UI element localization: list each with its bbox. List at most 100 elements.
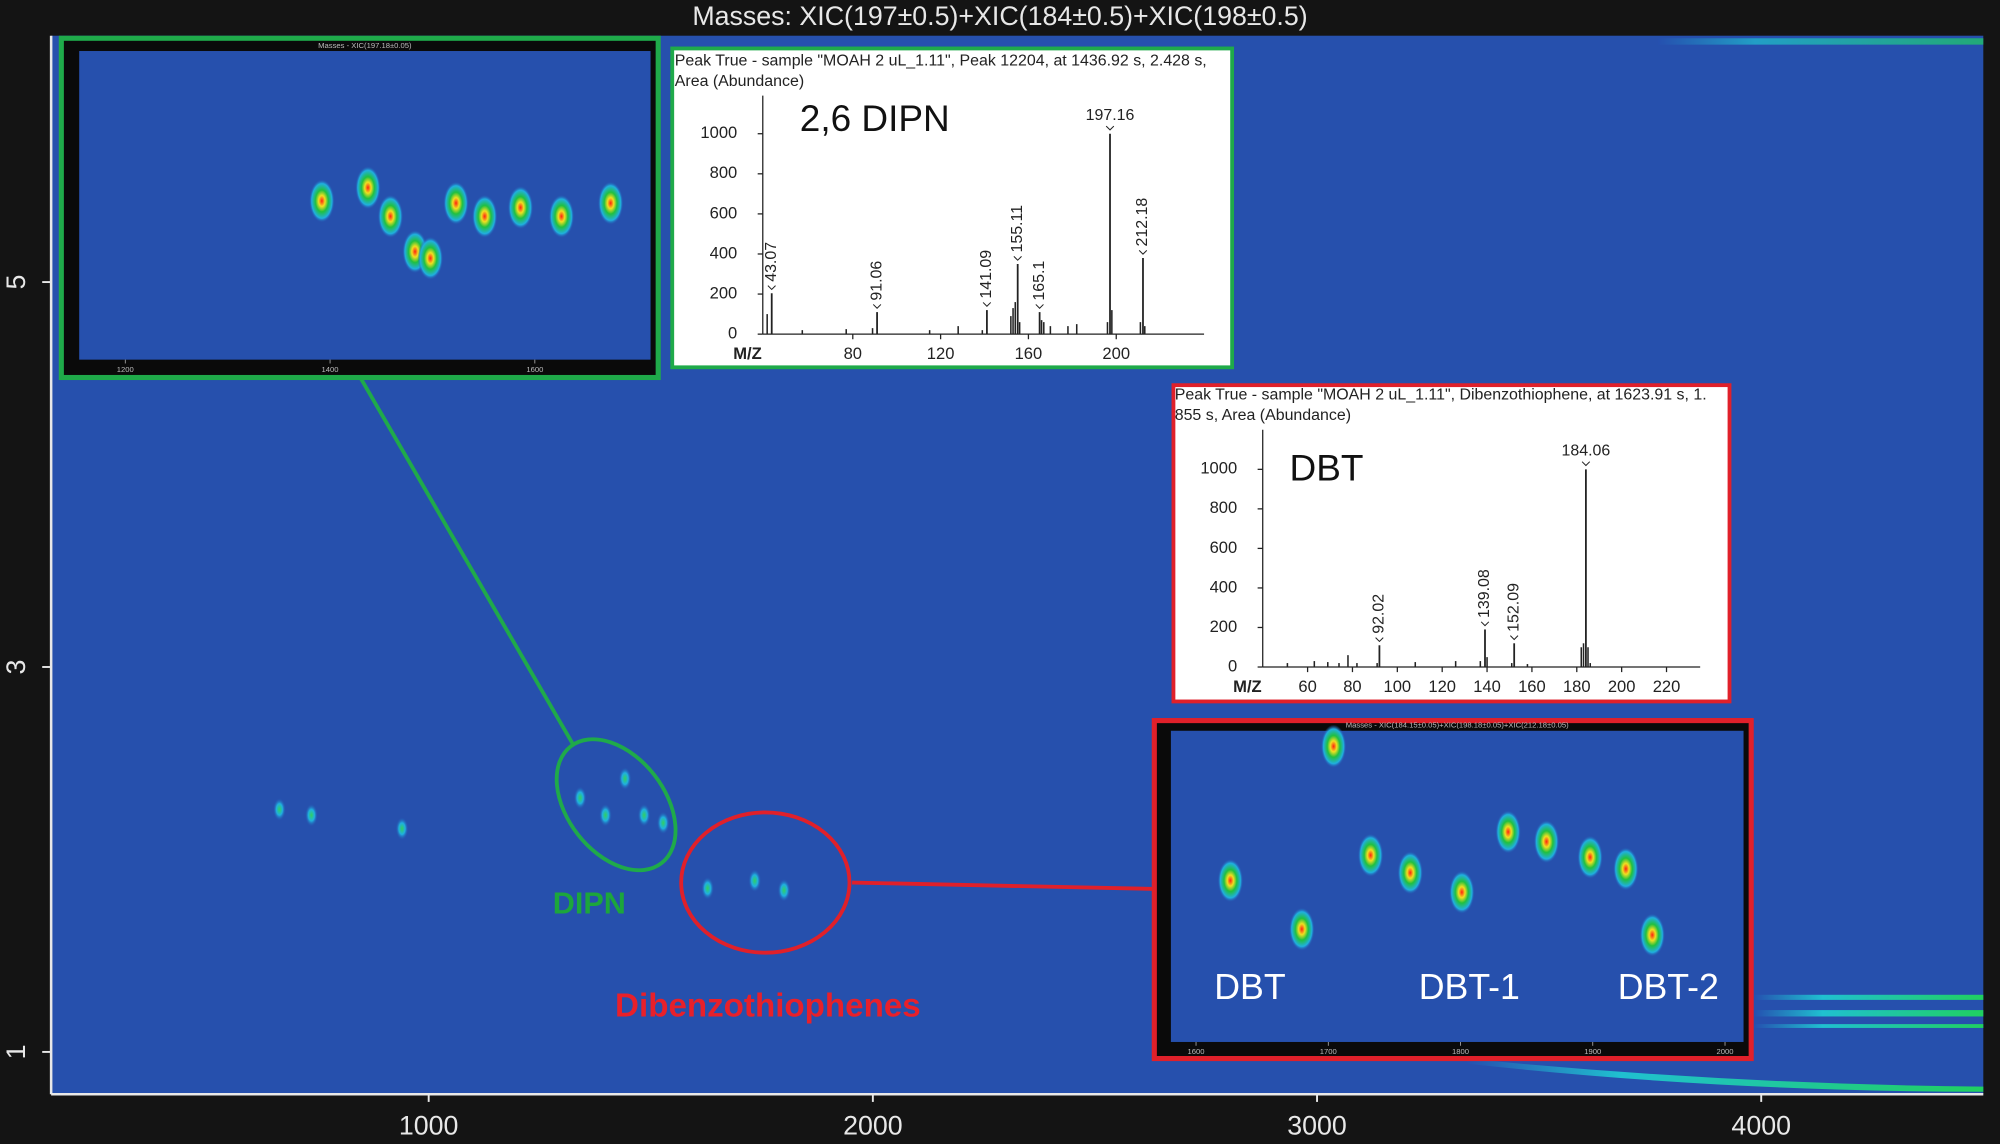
- y-tick-label: 200: [710, 283, 738, 302]
- peak-marker: [982, 302, 992, 307]
- connector: [359, 377, 576, 748]
- spot: [656, 811, 670, 835]
- spot: [395, 817, 409, 841]
- chart-title: Masses: XIC(197±0.5)+XIC(184±0.5)+XIC(19…: [692, 1, 1307, 31]
- x-tick-label: 2000: [1717, 1047, 1734, 1056]
- peak-label: 91.06: [868, 261, 885, 301]
- inset-frame: [1171, 383, 1732, 704]
- connector: [852, 880, 1155, 891]
- peak-marker: [1581, 461, 1591, 467]
- spot: [1397, 851, 1424, 895]
- inset-frame: [670, 46, 1235, 370]
- spot: [1320, 724, 1347, 769]
- spot: [355, 166, 381, 210]
- x-axis-label: M/Z: [733, 344, 762, 363]
- spot: [599, 803, 612, 827]
- y-tick-label: 5: [1, 275, 31, 290]
- x-tick-label: 200: [1608, 677, 1636, 696]
- spot: [1217, 858, 1244, 903]
- spot: [1357, 833, 1384, 877]
- peak-marker: [767, 285, 776, 291]
- peak-label: 197.16: [1086, 107, 1135, 124]
- spot: [305, 803, 318, 827]
- baseline-bands: [1466, 38, 1984, 1092]
- peak-label: 152.09: [1505, 583, 1522, 632]
- spot: [1495, 810, 1521, 854]
- y-tick-label: 600: [710, 203, 738, 222]
- spot: [417, 236, 444, 280]
- annotation: DBT-1: [1419, 967, 1520, 1007]
- x-tick-label: 1800: [1452, 1047, 1469, 1056]
- y-tick-label: 600: [1210, 538, 1238, 557]
- peak-label: 212.18: [1134, 198, 1151, 247]
- y-tick-label: 400: [1210, 577, 1238, 596]
- y-tick-label: 200: [1210, 617, 1238, 636]
- x-tick-label: 3000: [1287, 1110, 1347, 1140]
- x-tick-label: 1600: [1188, 1047, 1205, 1056]
- spot: [507, 185, 534, 230]
- peak-marker: [1035, 304, 1044, 309]
- spot: [573, 786, 587, 810]
- spot: [309, 179, 335, 223]
- spot: [1449, 870, 1475, 914]
- peak-marker: [1138, 249, 1148, 255]
- peak-label: 141.09: [978, 250, 995, 299]
- x-tick-label: 1200: [117, 365, 134, 374]
- x-tick-label: 200: [1102, 344, 1130, 363]
- peak-label: 92.02: [1371, 594, 1388, 634]
- x-tick-label: 140: [1473, 677, 1501, 696]
- spot: [1639, 913, 1666, 957]
- spot: [1289, 907, 1315, 951]
- y-tick-label: 0: [1228, 656, 1237, 675]
- highlight-ellipse: [554, 737, 678, 873]
- peak-label: 165.1: [1031, 261, 1048, 301]
- spot: [597, 181, 624, 225]
- peak-marker: [1013, 255, 1022, 261]
- x-tick-label: 120: [927, 344, 955, 363]
- y-tick-label: 0: [728, 324, 737, 343]
- y-tick-label: 1000: [1200, 459, 1237, 478]
- x-tick-label: 100: [1384, 677, 1412, 696]
- x-tick-label: 1000: [399, 1110, 459, 1140]
- annotation: DBT: [1214, 967, 1285, 1007]
- x-tick-label: 60: [1298, 677, 1316, 696]
- compound-name: 2,6 DIPN: [800, 98, 950, 139]
- peak-marker: [1509, 635, 1519, 641]
- y-tick-label: 400: [710, 243, 738, 262]
- spot: [471, 194, 498, 239]
- x-axis-label: M/Z: [1233, 677, 1262, 696]
- peak-marker: [1480, 621, 1490, 627]
- inset-title: Masses - XIC(197.18±0.05): [318, 41, 412, 50]
- x-tick-label: 120: [1428, 677, 1456, 696]
- main-spots: [273, 767, 791, 902]
- compound-name: DBT: [1290, 447, 1364, 488]
- x-tick-label: 1700: [1320, 1047, 1337, 1056]
- spectrum-header: Peak True - sample "MOAH 2 uL_1.11", Pea…: [675, 52, 1207, 69]
- peak-label: 43.07: [763, 242, 780, 282]
- x-tick-label: 1400: [322, 365, 339, 374]
- x-tick-label: 1600: [526, 365, 543, 374]
- x-tick-label: 1900: [1584, 1047, 1601, 1056]
- spot: [618, 767, 632, 791]
- spectrum-header: Peak True - sample "MOAH 2 uL_1.11", Dib…: [1175, 387, 1707, 404]
- spectrum-header: Area (Abundance): [675, 73, 804, 90]
- spot: [777, 878, 791, 902]
- y-tick-label: 800: [1210, 498, 1238, 517]
- peak-marker: [1105, 125, 1115, 131]
- spot: [1533, 819, 1560, 864]
- highlight-ellipse: [679, 810, 852, 955]
- x-tick-label: 2000: [843, 1110, 903, 1140]
- peak-marker: [872, 304, 882, 309]
- spectrum-header: 855 s, Area (Abundance): [1175, 407, 1351, 424]
- peak-label: 139.08: [1476, 569, 1493, 618]
- spot: [273, 797, 286, 821]
- inset-title: Masses - XIC(184.15±0.05)+XIC(198.18±0.0…: [1346, 721, 1569, 730]
- y-tick-label: 1000: [700, 123, 737, 142]
- peak-label: 155.11: [1009, 205, 1026, 253]
- y-tick-label: 3: [1, 660, 31, 675]
- peak-marker: [1375, 637, 1384, 643]
- x-tick-label: 4000: [1731, 1110, 1791, 1140]
- spot: [701, 876, 715, 900]
